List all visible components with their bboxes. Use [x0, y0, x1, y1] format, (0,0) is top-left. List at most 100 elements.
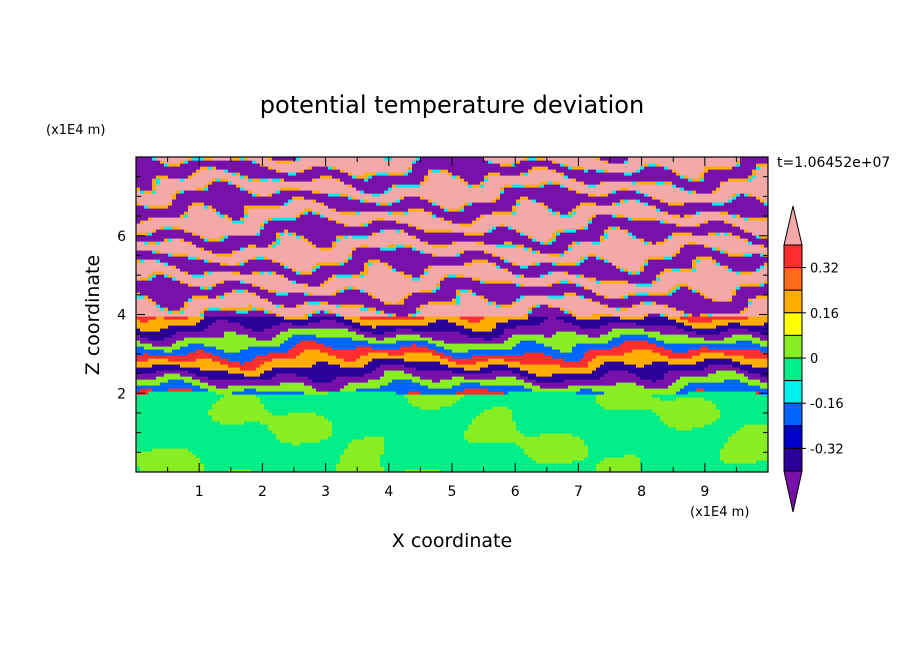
- contour-cell: [184, 214, 189, 218]
- contour-cell: [136, 355, 221, 359]
- contour-cell: [596, 367, 705, 371]
- contour-cell: [668, 355, 693, 359]
- contour-cell: [608, 322, 637, 326]
- contour-cell: [664, 376, 681, 380]
- contour-cell: [676, 283, 689, 287]
- contour-cell: [316, 340, 369, 344]
- contour-cell: [676, 289, 693, 293]
- contour-cell: [644, 313, 649, 317]
- contour-cell: [596, 397, 661, 401]
- contour-cell: [708, 244, 761, 248]
- contour-cell: [136, 193, 173, 197]
- contour-cell: [644, 265, 693, 269]
- contour-cell: [216, 385, 229, 389]
- contour-cell: [672, 253, 677, 257]
- contour-cell: [300, 304, 337, 308]
- contour-cell: [652, 205, 657, 209]
- contour-cell: [244, 325, 273, 329]
- contour-cell: [368, 307, 377, 311]
- contour-cell: [568, 280, 573, 284]
- contour-cell: [416, 310, 421, 314]
- contour-cell: [680, 316, 749, 320]
- contour-cell: [240, 367, 257, 371]
- contour-cell: [136, 310, 169, 314]
- contour-cell: [140, 328, 161, 332]
- contour-cell: [604, 235, 609, 239]
- contour-cell: [696, 190, 713, 194]
- contour-cell: [328, 277, 333, 281]
- contour-cell: [356, 196, 401, 200]
- contour-cell: [320, 301, 329, 305]
- x-tick-label: 5: [448, 484, 457, 500]
- contour-cell: [588, 451, 721, 455]
- contour-cell: [664, 166, 669, 170]
- contour-cell: [196, 187, 205, 191]
- contour-cell: [392, 157, 417, 161]
- contour-cell: [180, 214, 185, 218]
- contour-cell: [620, 226, 741, 230]
- contour-cell: [148, 232, 153, 236]
- contour-cell: [668, 166, 705, 170]
- contour-cell: [256, 394, 405, 398]
- contour-cell: [256, 292, 277, 296]
- contour-cell: [152, 271, 165, 275]
- contour-cell: [588, 364, 601, 368]
- contour-cell: [340, 238, 421, 242]
- contour-cell: [564, 271, 569, 275]
- contour-cell: [520, 445, 589, 449]
- contour-cell: [696, 241, 749, 245]
- contour-cell: [208, 295, 217, 299]
- contour-cell: [580, 226, 585, 230]
- contour-cell: [272, 241, 277, 245]
- contour-cell: [160, 181, 209, 185]
- contour-cell: [392, 379, 413, 383]
- contour-cell: [744, 229, 749, 233]
- contour-cell: [448, 274, 457, 278]
- contour-cell: [260, 223, 265, 227]
- contour-cell: [204, 286, 209, 290]
- contour-cell: [632, 217, 657, 221]
- contour-cell: [576, 391, 605, 395]
- contour-cell: [152, 190, 157, 194]
- contour-cell: [464, 394, 597, 398]
- contour-cell: [224, 394, 257, 398]
- contour-cell: [412, 313, 417, 317]
- contour-cell: [460, 292, 473, 296]
- contour-cell: [208, 205, 213, 209]
- contour-cell: [504, 391, 509, 395]
- contour-cell: [412, 244, 433, 248]
- contour-cell: [336, 235, 345, 239]
- contour-cell: [472, 277, 481, 281]
- contour-cell: [736, 160, 741, 164]
- contour-cell: [176, 340, 285, 344]
- contour-cell: [204, 313, 277, 317]
- contour-cell: [336, 304, 341, 308]
- contour-cell: [572, 349, 589, 353]
- contour-cell: [588, 184, 597, 188]
- contour-cell: [612, 313, 645, 317]
- contour-cell: [460, 205, 465, 209]
- contour-cell: [304, 208, 313, 212]
- contour-cell: [292, 199, 313, 203]
- contour-cell: [608, 295, 621, 299]
- contour-cell: [624, 361, 653, 365]
- contour-cell: [288, 232, 293, 236]
- contour-cell: [760, 349, 768, 353]
- contour-cell: [216, 295, 221, 299]
- contour-cell: [180, 373, 197, 377]
- contour-cell: [384, 370, 405, 374]
- contour-cell: [196, 373, 245, 377]
- contour-cell: [316, 334, 365, 338]
- contour-cell: [556, 232, 561, 236]
- contour-cell: [272, 157, 297, 161]
- contour-cell: [696, 211, 701, 215]
- contour-cell: [512, 163, 517, 167]
- contour-cell: [652, 394, 768, 398]
- contour-cell: [652, 241, 657, 245]
- contour-cell: [300, 169, 305, 173]
- contour-cell: [720, 187, 768, 191]
- contour-cell: [580, 325, 601, 329]
- contour-cell: [524, 283, 549, 287]
- contour-cell: [664, 268, 673, 272]
- contour-cell: [368, 223, 409, 227]
